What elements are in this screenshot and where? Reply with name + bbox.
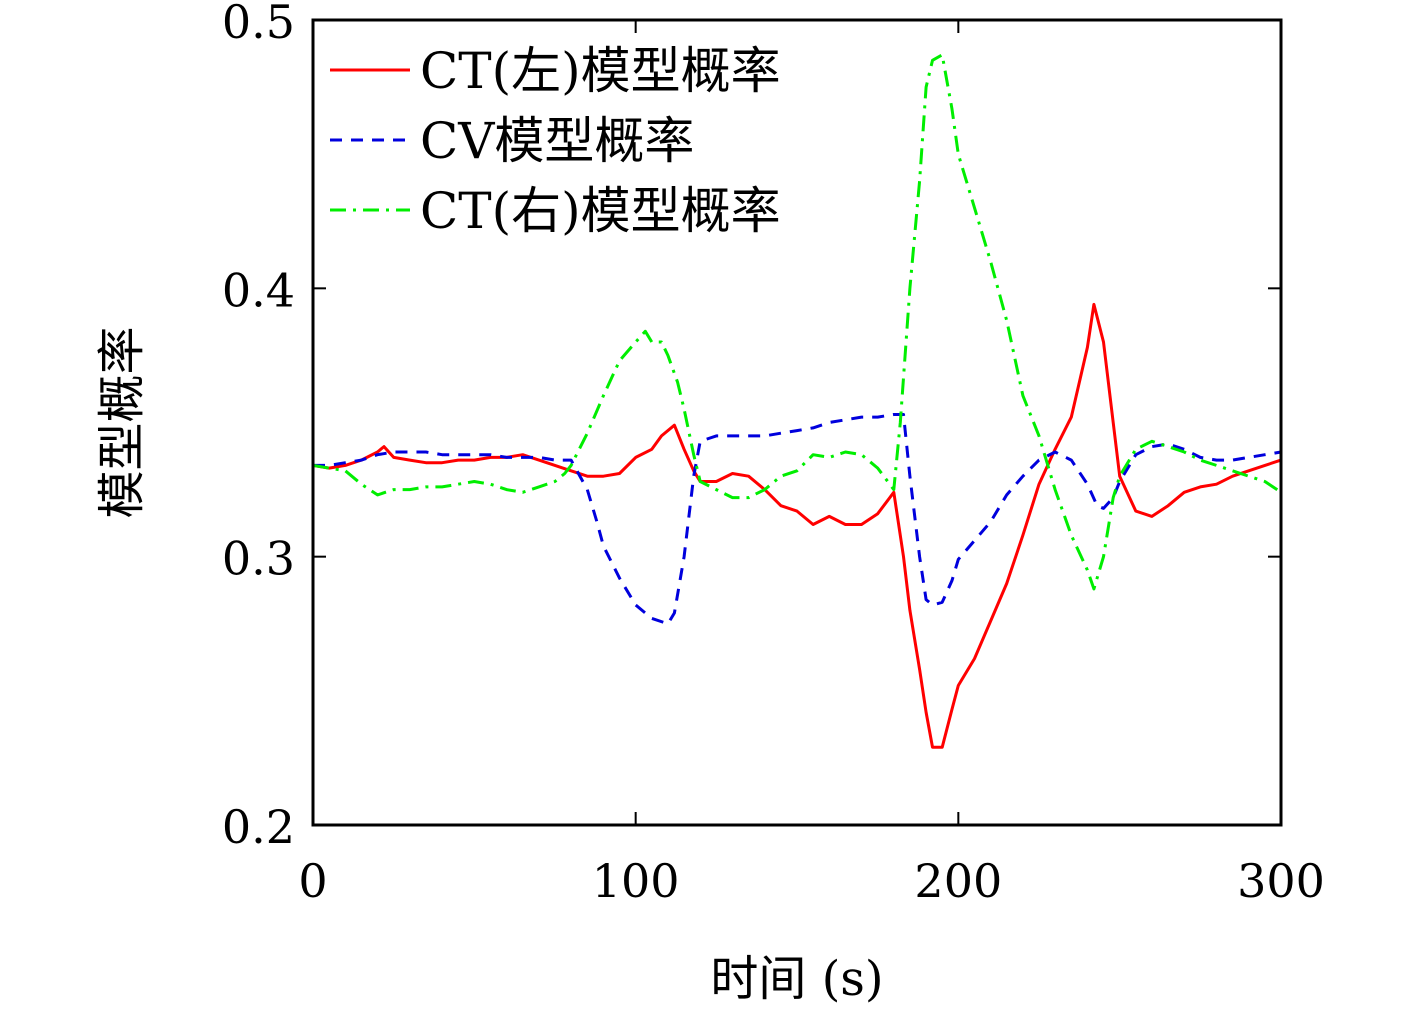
x-axis-title: 时间 (s) — [710, 951, 883, 1007]
series-layer — [312, 53, 1282, 749]
x-tick-label: 0 — [298, 854, 327, 908]
series-line-1 — [312, 302, 1282, 749]
legend-label-3: CT(右)模型概率 — [420, 182, 781, 240]
ticks-layer: 0 100 200 300 0.2 0.3 0.4 0.5 — [222, 0, 1325, 908]
y-tick-label: 0.4 — [222, 263, 295, 317]
x-tick-label: 300 — [1237, 854, 1325, 908]
y-axis-title: 模型概率 — [94, 326, 150, 518]
y-tick-label: 0.5 — [222, 0, 295, 49]
legend-label-2: CV模型概率 — [420, 112, 694, 170]
legend: CT(左)模型概率 CV模型概率 CT(右)模型概率 — [330, 42, 781, 240]
x-tick-label: 200 — [914, 854, 1002, 908]
legend-label-1: CT(左)模型概率 — [420, 42, 781, 100]
series-line-3 — [312, 53, 1282, 591]
plot-frame — [311, 18, 1283, 827]
y-tick-label: 0.2 — [222, 800, 295, 854]
x-tick-label: 100 — [592, 854, 680, 908]
y-tick-label: 0.3 — [222, 532, 295, 586]
series-line-2 — [313, 413, 1282, 626]
